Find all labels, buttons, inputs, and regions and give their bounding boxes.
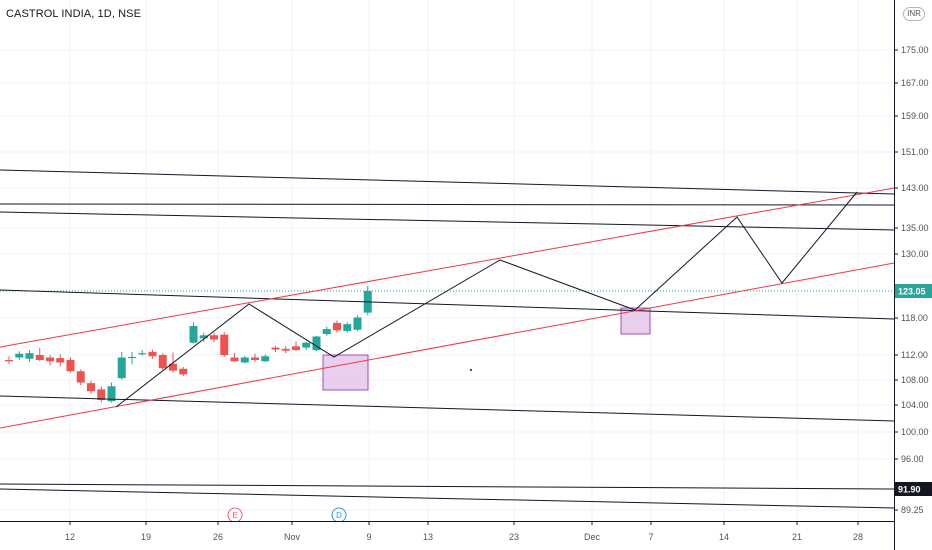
candle-body <box>302 342 311 348</box>
candle-body <box>46 357 54 362</box>
candle-body <box>179 368 188 375</box>
projected-zone-rect <box>620 307 651 335</box>
candle-body <box>220 334 229 355</box>
candle-body <box>128 356 136 359</box>
trend-line <box>0 483 895 490</box>
candle-body <box>199 335 208 339</box>
marker-dot <box>470 369 472 371</box>
price-tick-label: 104.00 <box>901 400 929 410</box>
candle-body <box>117 357 126 379</box>
candle-body <box>312 336 321 351</box>
candlestick-series[interactable] <box>5 285 372 403</box>
event-label: D <box>336 511 342 520</box>
price-tick-label: 143.00 <box>901 183 929 193</box>
trend-line <box>0 289 895 320</box>
price-tick-label: 100.00 <box>901 427 929 437</box>
price-axis-bg <box>894 0 932 550</box>
price-tick-label: 96.00 <box>901 454 924 464</box>
candle-body <box>158 355 167 369</box>
price-tick-label: 112.00 <box>901 350 928 360</box>
candle-body <box>292 346 300 351</box>
candle-body <box>76 371 85 383</box>
chart-drawings-front <box>0 169 895 509</box>
time-tick-label: 9 <box>366 532 371 542</box>
time-tick-label: 7 <box>648 532 653 542</box>
candle-body <box>15 353 24 358</box>
trend-line <box>0 488 895 509</box>
symbol-title: CASTROL INDIA, 1D, NSE <box>6 8 142 20</box>
candle-body <box>189 326 198 343</box>
demand-zone-rect <box>322 354 369 391</box>
time-tick-label: Nov <box>284 532 301 542</box>
last-price-tag <box>895 284 932 298</box>
channel-upper-line <box>0 187 895 348</box>
candle-body <box>97 389 106 400</box>
candle-body <box>35 355 44 360</box>
price-tick-label: 151.00 <box>901 147 929 157</box>
candle-body <box>25 353 34 359</box>
currency-badge[interactable]: INR <box>903 7 925 21</box>
price-tick-label: 108.00 <box>901 375 929 385</box>
channel-lower-line <box>0 262 895 429</box>
line-price-label: 91.90 <box>898 485 921 495</box>
candle-body <box>5 360 13 362</box>
line-price-tag <box>895 482 932 496</box>
time-tick-label: 21 <box>792 532 802 542</box>
price-axis[interactable]: 175.00 167.00 159.00 151.00 143.00 135.00 130.… <box>894 0 932 550</box>
chart-grid <box>0 0 894 521</box>
price-tick-label: 159.00 <box>901 111 929 121</box>
trend-line <box>0 203 895 206</box>
candle-body <box>66 360 75 372</box>
chart-drawings-back <box>0 290 894 391</box>
price-tick-label: 175.00 <box>901 45 929 55</box>
price-tick-label: 167.00 <box>901 78 929 88</box>
candle-body <box>322 329 331 335</box>
time-tick-label: 26 <box>213 532 223 542</box>
time-axis-bg <box>0 521 894 550</box>
candle-body <box>281 348 290 351</box>
trend-line <box>0 211 895 231</box>
trend-line <box>0 395 895 422</box>
time-tick-label: 28 <box>853 532 863 542</box>
price-tick-label: 118.00 <box>901 313 928 323</box>
candle-body <box>210 335 218 340</box>
candle-body <box>230 357 239 362</box>
last-price-label: 123.05 <box>898 287 926 297</box>
time-tick-label: Dec <box>584 532 601 542</box>
trend-line <box>0 169 895 195</box>
time-tick-label: 14 <box>719 532 729 542</box>
candle-body <box>333 322 341 331</box>
time-tick-label: 19 <box>141 532 151 542</box>
event-label: E <box>232 511 237 520</box>
candle-body <box>261 356 270 362</box>
time-tick-label: 13 <box>423 532 433 542</box>
price-tick-label: 89.25 <box>901 505 924 515</box>
price-tick-label: 135.00 <box>901 223 929 233</box>
time-tick-label: 12 <box>65 532 75 542</box>
candle-body <box>251 357 259 360</box>
candle-body <box>138 353 147 355</box>
candle-body <box>353 317 362 330</box>
candle-body <box>343 324 352 331</box>
candle-body <box>271 347 280 350</box>
candle-body <box>240 357 249 363</box>
price-tick-label: 130.00 <box>901 249 929 259</box>
time-tick-label: 23 <box>509 532 519 542</box>
candle-body <box>56 358 65 363</box>
candle-body <box>87 383 95 392</box>
candle-body <box>169 363 177 371</box>
time-axis[interactable]: 12 19 26 Nov 9 13 23 Dec 7 14 21 28 <box>0 521 894 550</box>
candle-body <box>148 351 157 357</box>
candle-body <box>107 386 116 402</box>
projection-zigzag <box>115 191 858 408</box>
